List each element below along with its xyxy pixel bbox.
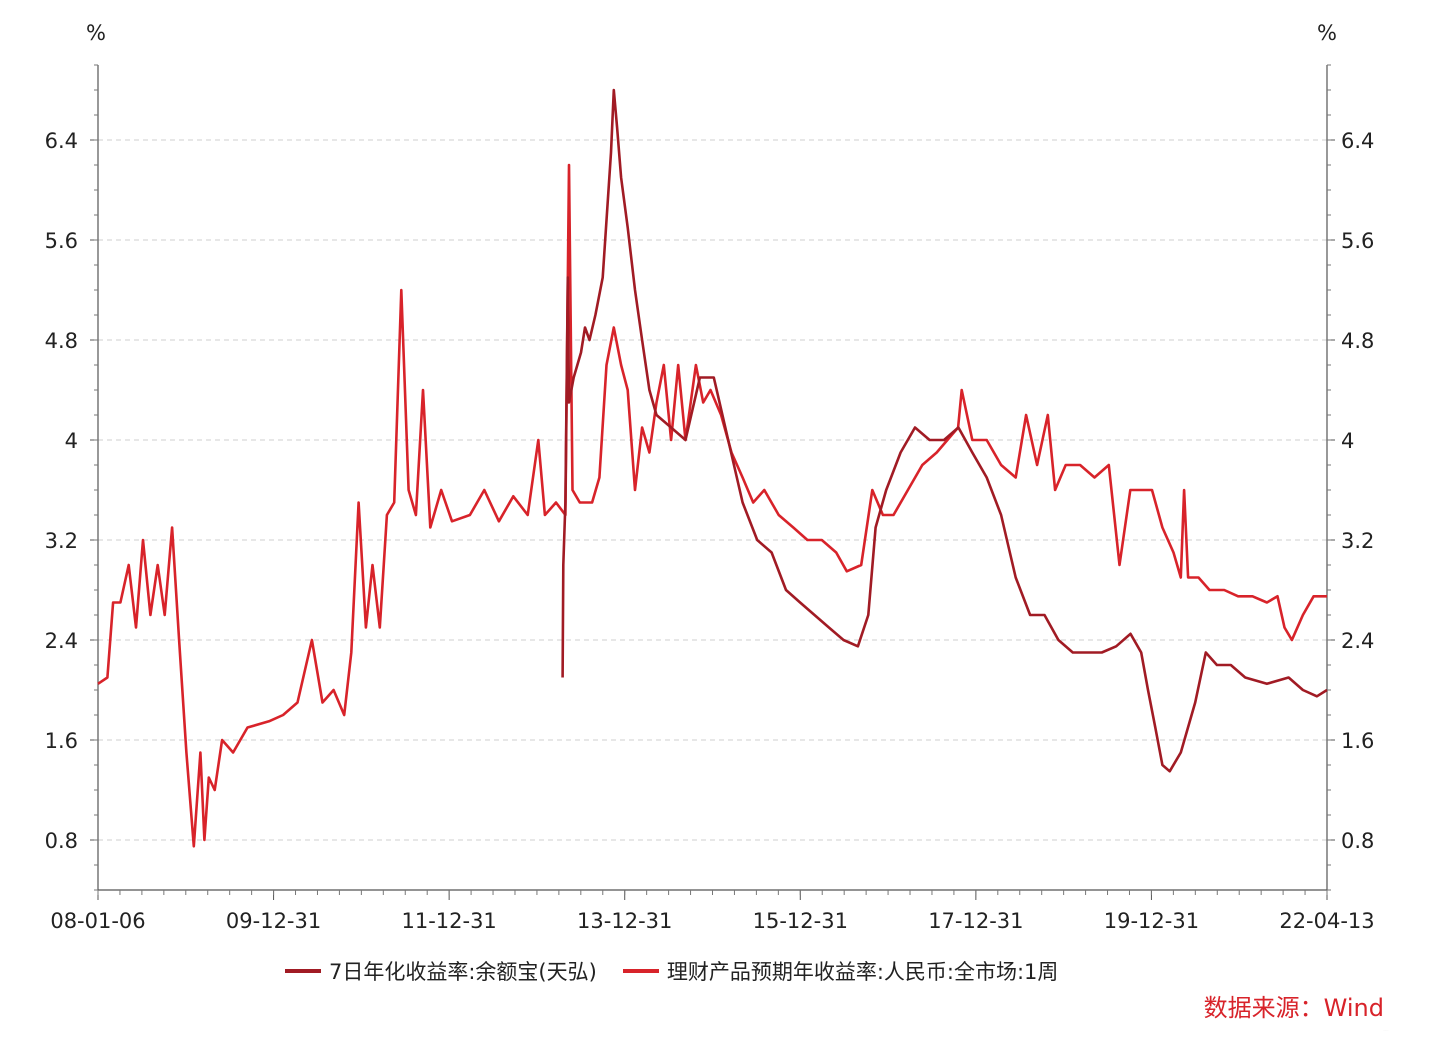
legend-swatch-series-2	[622, 969, 659, 973]
legend-label-series-2: 理财产品预期年收益率:人民币:全市场:1周	[666, 960, 1059, 984]
legend-item-series-1: 7日年化收益率:余额宝(天弘)	[285, 956, 597, 986]
x-tick-label: 09-12-31	[226, 909, 321, 933]
legend-item-series-2: 理财产品预期年收益率:人民币:全市场:1周	[622, 956, 1059, 986]
source-note: 数据来源：Wind	[1203, 994, 1384, 1022]
y-tick-label-right: 4.8	[1341, 329, 1374, 353]
series-lines	[97, 88, 1328, 848]
legend-swatch-series-1	[285, 969, 321, 973]
y-tick-label-left: 3.2	[45, 529, 78, 553]
axes	[97, 65, 1328, 891]
x-tick-label: 22-04-13	[1279, 909, 1374, 933]
y-tick-label-left: 4	[65, 429, 78, 453]
x-tick-label: 15-12-31	[753, 909, 848, 933]
right-axis-unit: %	[1317, 21, 1337, 45]
y-tick-label-right: 1.6	[1341, 729, 1374, 753]
y-tick-label-left: 1.6	[45, 729, 78, 753]
y-tick-label-left: 6.4	[45, 129, 78, 153]
x-tick-label: 13-12-31	[577, 909, 672, 933]
y-tick-label-left: 0.8	[45, 829, 78, 853]
y-tick-label-right: 6.4	[1341, 129, 1374, 153]
y-tick-label-right: 4	[1341, 429, 1354, 453]
x-tick-label: 11-12-31	[401, 909, 496, 933]
y-tick-label-left: 4.8	[45, 329, 78, 353]
y-tick-label-right: 2.4	[1341, 629, 1374, 653]
y-tick-label-left: 5.6	[45, 229, 78, 253]
left-axis-unit: %	[86, 21, 106, 45]
y-tick-label-right: 3.2	[1341, 529, 1374, 553]
y-tick-labels: 0.8 0.8 1.6 1.6 2.4 2.4 3.2 3.2 4 4 4.8 4.8 5.6 5.6 6.…	[45, 64, 1374, 891]
legend-label-series-1: 7日年化收益率:余额宝(天弘)	[329, 960, 597, 984]
x-tick-labels: 08-01-06 09-12-31 11-12-31 13-12-31 15-12-31…	[50, 890, 1375, 933]
series-line-1	[561, 88, 1328, 773]
grid-lines	[98, 139, 1327, 841]
x-tick-label: 08-01-06	[50, 909, 145, 933]
y-tick-label-right: 5.6	[1341, 229, 1374, 253]
x-tick-label: 19-12-31	[1104, 909, 1199, 933]
x-tick-label: 17-12-31	[928, 909, 1023, 933]
series-line-2	[97, 163, 1327, 848]
y-tick-label-right: 0.8	[1341, 829, 1374, 853]
line-chart: % % 0.8 0.8 1.6 1.6 2.4 2.4 3.2 3.2 4 4 4.8 4.8 5.6 5…	[45, 21, 1375, 933]
y-tick-label-left: 2.4	[45, 629, 78, 653]
legend: 7日年化收益率:余额宝(天弘) 理财产品预期年收益率:人民币:全市场:1周	[285, 956, 1084, 986]
